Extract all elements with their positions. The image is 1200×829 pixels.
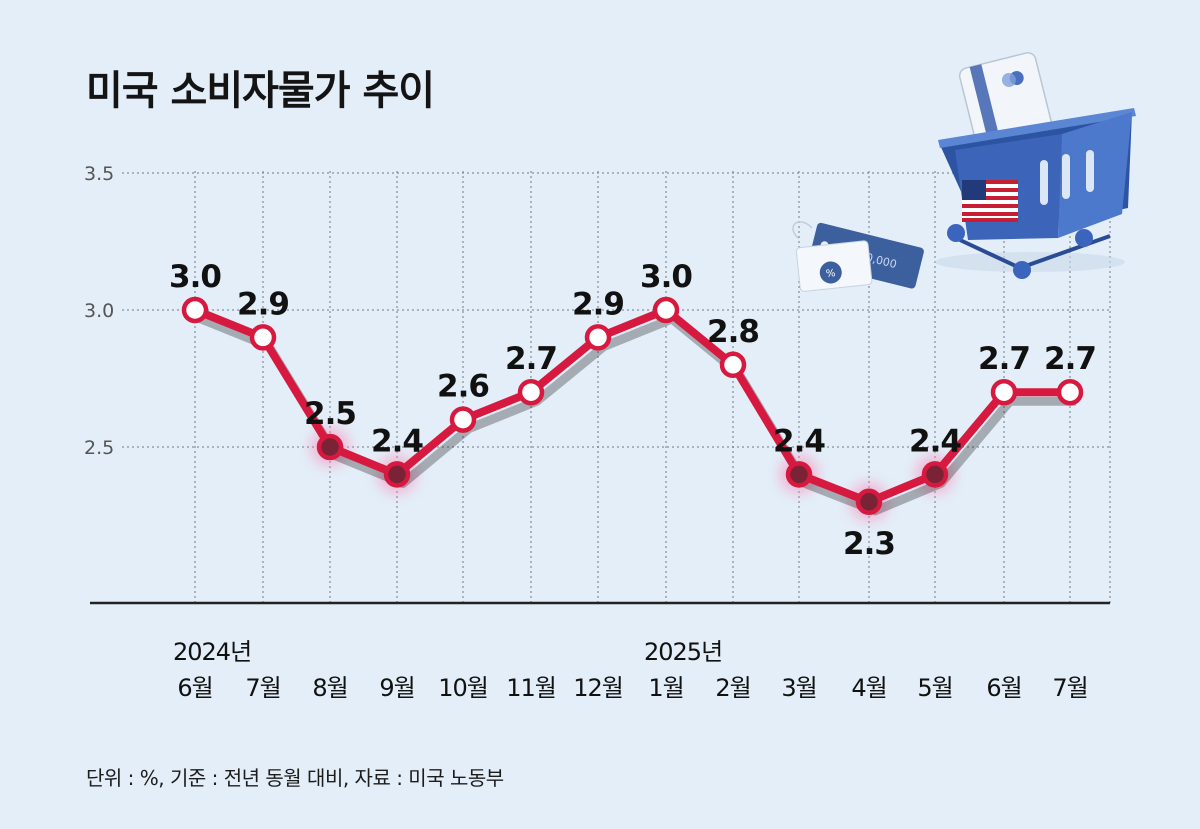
y-tick-label: 3.5: [84, 163, 114, 185]
y-tick-label: 3.0: [84, 300, 114, 322]
x-tick-label: 1월: [648, 674, 683, 702]
x-tick-label: 10월: [438, 674, 488, 702]
data-label: 2.6: [437, 369, 489, 405]
data-point: [249, 324, 277, 351]
data-label: 2.4: [909, 423, 961, 459]
data-label: 2.8: [707, 314, 759, 350]
source-footnote: 단위 : %, 기준 : 전년 동월 대비, 자료 : 미국 노동부: [86, 766, 504, 790]
data-point: [383, 461, 411, 488]
x-tick-label: 7월: [1052, 674, 1087, 702]
x-tick-label: 5월: [917, 674, 952, 702]
data-label: 2.4: [773, 423, 825, 459]
data-point: [584, 324, 612, 351]
us-flag-icon: [962, 180, 1018, 222]
data-label: 2.9: [572, 286, 624, 322]
data-label: 2.7: [978, 341, 1030, 377]
x-tick-label: 12월: [573, 674, 623, 702]
data-label: 2.7: [1044, 341, 1096, 377]
x-tick-label: 9월: [379, 674, 414, 702]
x-tick-label: 3월: [781, 674, 816, 702]
data-point: [181, 296, 209, 324]
data-point: [517, 378, 545, 406]
data-label: 3.0: [169, 259, 221, 295]
data-label: 2.7: [505, 341, 557, 377]
data-points: [181, 296, 1084, 516]
price-tag-illustration: 10,000 %: [792, 221, 924, 292]
data-label: 2.4: [371, 423, 423, 459]
series-line-shadow: [199, 314, 1076, 516]
data-point: [855, 488, 883, 516]
data-point: [449, 406, 477, 433]
y-axis-ticks: 2.5 3.0 3.5: [84, 163, 114, 459]
data-labels: 3.0 2.9 2.5 2.4 2.6 2.7 2.9 3.0 2.8 2.4 2.3 2.4 2.7 2…: [169, 259, 1097, 562]
data-point: [785, 461, 813, 488]
data-label: 2.9: [237, 286, 289, 322]
x-tick-label: 8월: [312, 674, 347, 702]
x-tick-label: 6월: [177, 674, 212, 702]
y-tick-label: 2.5: [84, 437, 114, 459]
x-tick-label: 6월: [986, 674, 1021, 702]
data-point: [652, 296, 680, 324]
svg-text:%: %: [825, 268, 836, 280]
shopping-basket-illustration: [935, 52, 1136, 279]
x-tick-label: 7월: [245, 674, 280, 702]
x-tick-label: 11월: [506, 674, 556, 702]
x-year-label: 2024년: [173, 638, 251, 666]
x-axis-labels: 6월 7월 8월 9월 10월 11월 12월 1월 2월 3월 4월 5월 6월 7월 2024년 2025…: [173, 638, 1089, 702]
data-point: [1056, 378, 1084, 406]
data-label: 2.3: [843, 526, 895, 562]
data-point: [921, 461, 949, 488]
data-point: [316, 433, 344, 461]
data-label: 2.5: [304, 396, 356, 432]
x-tick-label: 4월: [851, 674, 886, 702]
x-year-label: 2025년: [644, 638, 722, 666]
data-point: [719, 351, 747, 379]
x-tick-label: 2월: [715, 674, 750, 702]
data-label: 3.0: [640, 259, 692, 295]
data-point: [990, 378, 1018, 406]
chart-title: 미국 소비자물가 추이: [86, 68, 435, 114]
